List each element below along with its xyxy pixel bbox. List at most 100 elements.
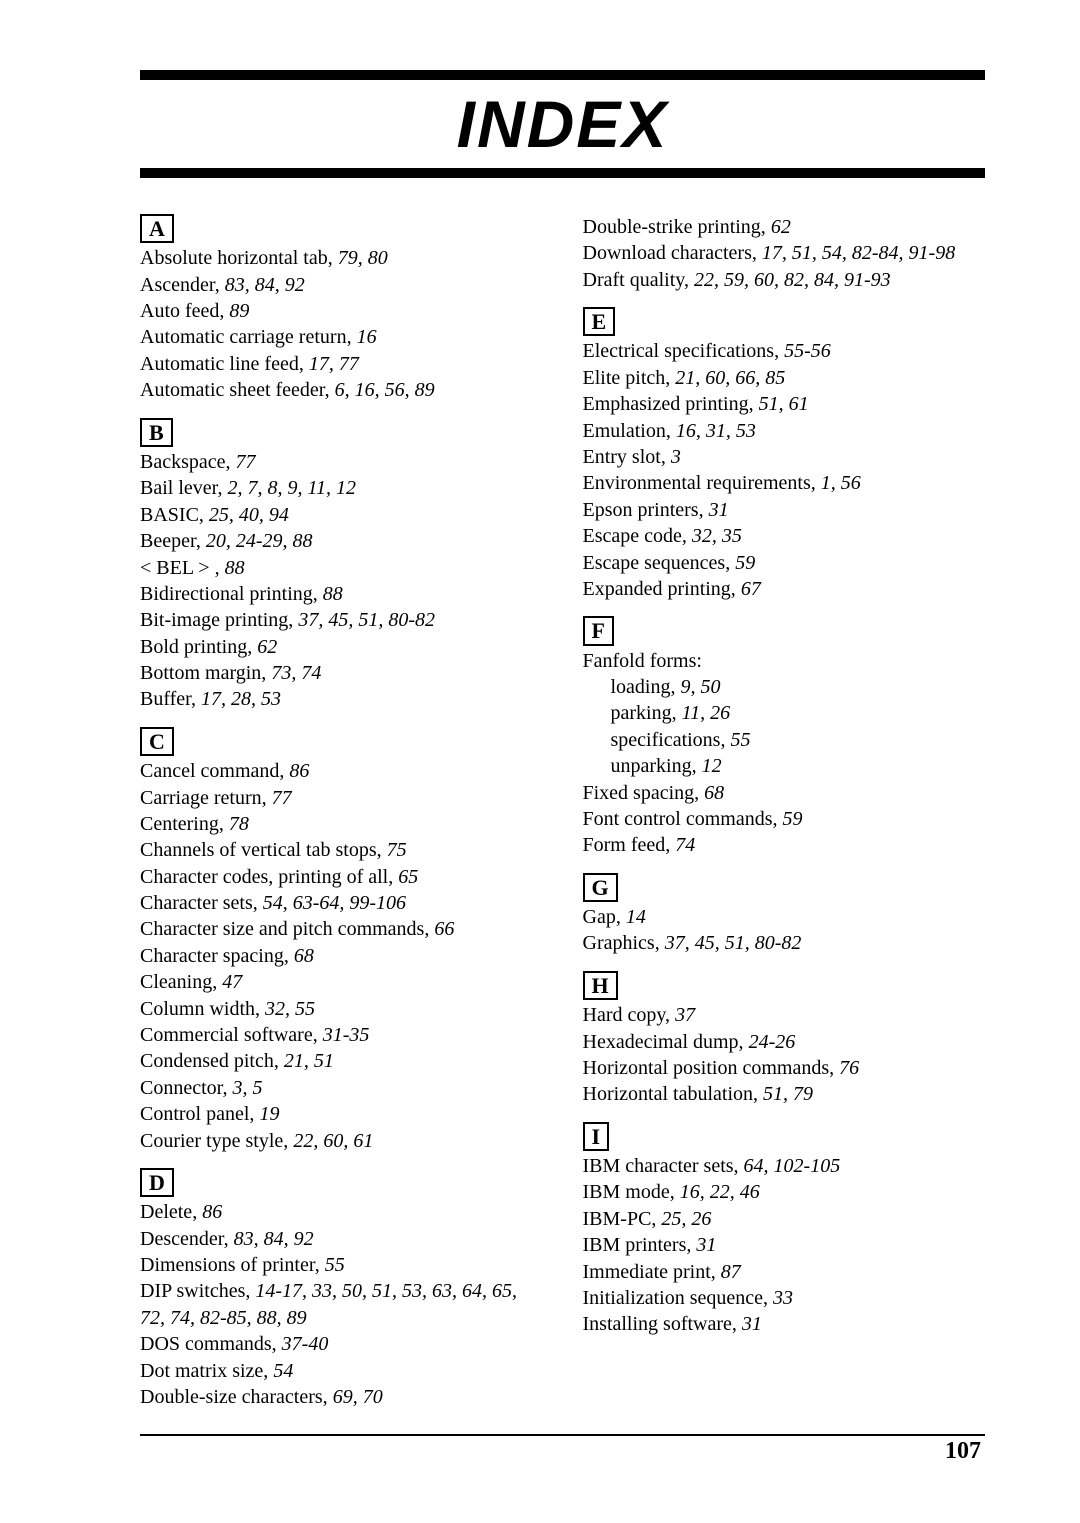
index-columns: AAbsolute horizontal tab, 79, 80Ascender… [140, 214, 985, 1410]
entry-term: parking, [611, 702, 682, 724]
entry-pages: 79, 80 [338, 247, 388, 269]
page: INDEX AAbsolute horizontal tab, 79, 80As… [0, 0, 1080, 1523]
index-entry: IBM printers, 31 [583, 1232, 986, 1258]
index-entry: Emulation, 16, 31, 53 [583, 418, 986, 444]
index-section: AAbsolute horizontal tab, 79, 80Ascender… [140, 214, 543, 404]
index-entry: Initialization sequence, 33 [583, 1285, 986, 1311]
index-entry: DIP switches, 14-17, 33, 50, 51, 53, 63,… [140, 1278, 543, 1331]
index-entry: Environmental requirements, 1, 56 [583, 470, 986, 496]
entry-term: Double-strike printing, [583, 216, 771, 238]
entry-term: Beeper, [140, 530, 206, 552]
index-entry: Buffer, 17, 28, 53 [140, 686, 543, 712]
index-entry: Automatic carriage return, 16 [140, 324, 543, 350]
entry-pages: 21, 60, 66, 85 [675, 367, 785, 389]
entry-term: Emulation, [583, 420, 676, 442]
entry-term: DOS commands, [140, 1333, 282, 1355]
entry-pages: 21, 51 [284, 1050, 334, 1072]
index-entry: Dot matrix size, 54 [140, 1358, 543, 1384]
entry-term: Entry slot, [583, 446, 671, 468]
entry-term: Hard copy, [583, 1004, 676, 1026]
entry-pages: 17, 28, 53 [201, 688, 281, 710]
entry-term: Expanded printing, [583, 578, 741, 600]
entry-term: Cancel command, [140, 760, 289, 782]
index-entry: Beeper, 20, 24-29, 88 [140, 528, 543, 554]
entry-pages: 68 [294, 945, 314, 967]
entry-pages: 51, 79 [763, 1083, 813, 1105]
entry-term: Carriage return, [140, 787, 272, 809]
entry-pages: 37, 45, 51, 80-82 [298, 609, 435, 631]
entry-term: Column width, [140, 998, 265, 1020]
index-entry: Expanded printing, 67 [583, 576, 986, 602]
index-entry: Double-size characters, 69, 70 [140, 1384, 543, 1410]
entry-term: Character codes, printing of all, [140, 866, 398, 888]
entry-term: Hexadecimal dump, [583, 1031, 749, 1053]
entry-pages: 33 [773, 1287, 793, 1309]
index-entry: Bit-image printing, 37, 45, 51, 80-82 [140, 607, 543, 633]
section-letter: A [140, 214, 174, 243]
entry-pages: 3, 5 [233, 1077, 263, 1099]
entry-pages: 16 [357, 326, 377, 348]
index-entry: Descender, 83, 84, 92 [140, 1226, 543, 1252]
entry-term: DIP switches, [140, 1280, 255, 1302]
index-entry: Character codes, printing of all, 65 [140, 864, 543, 890]
index-entry: Condensed pitch, 21, 51 [140, 1048, 543, 1074]
entry-pages: 77 [236, 451, 256, 473]
entry-pages: 6, 16, 56, 89 [335, 379, 435, 401]
entry-term: Character spacing, [140, 945, 294, 967]
index-entry: Escape code, 32, 35 [583, 523, 986, 549]
entry-term: Automatic carriage return, [140, 326, 357, 348]
entry-pages: 2, 7, 8, 9, 11, 12 [228, 477, 357, 499]
entry-term: Dot matrix size, [140, 1360, 273, 1382]
entry-term: Bold printing, [140, 636, 257, 658]
entry-pages: 59 [735, 552, 755, 574]
entry-pages: 54 [273, 1360, 293, 1382]
index-section: FFanfold forms:loading, 9, 50parking, 11… [583, 602, 986, 858]
entry-term: Auto feed, [140, 300, 229, 322]
entry-term: IBM-PC, [583, 1208, 662, 1230]
index-entry: Commercial software, 31-35 [140, 1022, 543, 1048]
entry-pages: 55 [325, 1254, 345, 1276]
entry-pages: 16, 22, 46 [680, 1181, 760, 1203]
entry-pages: 54, 63-64, 99-106 [263, 892, 406, 914]
index-entry: Bail lever, 2, 7, 8, 9, 11, 12 [140, 475, 543, 501]
entry-pages: 17, 51, 54, 82-84, 91-98 [762, 242, 955, 264]
entry-pages: 9, 50 [681, 676, 721, 698]
index-entry: Control panel, 19 [140, 1101, 543, 1127]
entry-term: Elite pitch, [583, 367, 676, 389]
entry-pages: 14 [626, 906, 646, 928]
index-entry: Centering, 78 [140, 811, 543, 837]
entry-term: Download characters, [583, 242, 762, 264]
entry-term: < BEL > , [140, 557, 225, 579]
section-letter: H [583, 971, 618, 1000]
entry-term: Horizontal tabulation, [583, 1083, 764, 1105]
entry-term: Graphics, [583, 932, 665, 954]
index-entry: Carriage return, 77 [140, 785, 543, 811]
entry-pages: 64, 102-105 [744, 1155, 841, 1177]
index-entry: Connector, 3, 5 [140, 1075, 543, 1101]
entry-term: Environmental requirements, [583, 472, 821, 494]
index-entry: Character spacing, 68 [140, 943, 543, 969]
index-section: BBackspace, 77Bail lever, 2, 7, 8, 9, 11… [140, 404, 543, 713]
entry-term: Control panel, [140, 1103, 259, 1125]
entry-term: specifications, [611, 729, 731, 751]
section-letter: F [583, 616, 614, 645]
entry-term: Installing software, [583, 1313, 742, 1335]
index-entry: Fixed spacing, 68 [583, 780, 986, 806]
entry-pages: 87 [721, 1261, 741, 1283]
entry-pages: 37-40 [282, 1333, 329, 1355]
index-entry: Form feed, 74 [583, 832, 986, 858]
index-section: HHard copy, 37Hexadecimal dump, 24-26Hor… [583, 957, 986, 1108]
entry-term: Horizontal position commands, [583, 1057, 840, 1079]
index-entry: Emphasized printing, 51, 61 [583, 391, 986, 417]
index-section: EElectrical specifications, 55-56Elite p… [583, 293, 986, 602]
entry-term: Electrical specifications, [583, 340, 785, 362]
entry-pages: 88 [323, 583, 343, 605]
index-entry: Automatic line feed, 17, 77 [140, 351, 543, 377]
entry-term: Draft quality, [583, 269, 694, 291]
index-entry: Channels of vertical tab stops, 75 [140, 837, 543, 863]
index-entry: Font control commands, 59 [583, 806, 986, 832]
entry-pages: 59 [782, 808, 802, 830]
index-entry: BASIC, 25, 40, 94 [140, 502, 543, 528]
entry-pages: 55-56 [784, 340, 831, 362]
index-entry: IBM-PC, 25, 26 [583, 1206, 986, 1232]
